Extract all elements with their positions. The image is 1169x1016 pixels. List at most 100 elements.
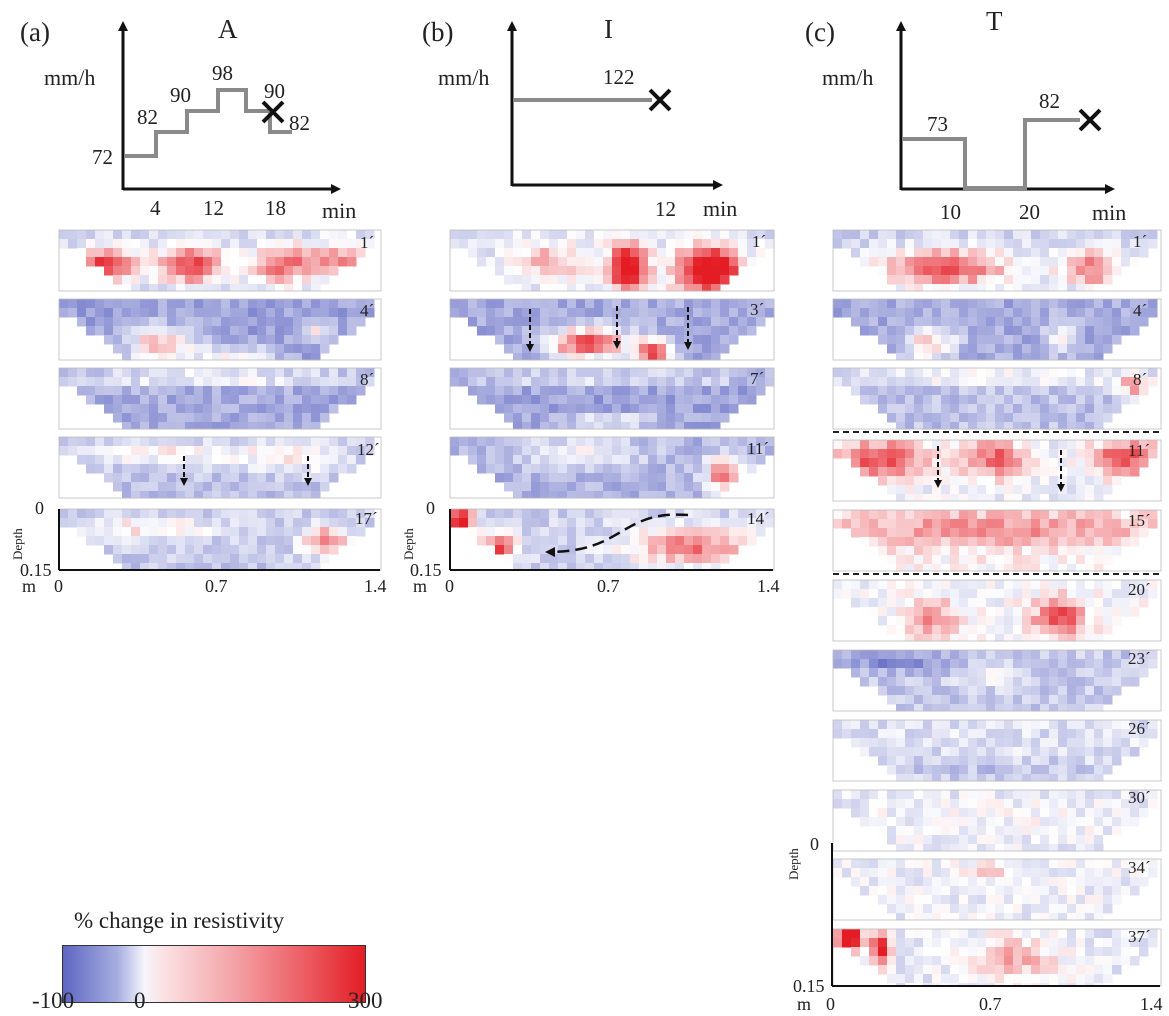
tomogram-cell: [941, 275, 951, 285]
tomogram-cell: [1121, 886, 1131, 896]
tomogram-cell: [594, 446, 604, 456]
tomogram-cell: [630, 230, 640, 240]
tomogram-cell: [1049, 467, 1059, 477]
tomogram-cell: [1049, 756, 1059, 766]
tomogram-cell: [878, 799, 888, 809]
tomogram-cell: [513, 266, 523, 276]
tomogram-cell: [932, 974, 942, 984]
tomogram-cell: [986, 299, 996, 309]
tomogram-cell: [1130, 859, 1140, 869]
tomogram-cell: [693, 422, 703, 430]
tomogram-cell: [914, 413, 924, 423]
tomogram-cell: [194, 344, 204, 354]
tomogram-cell: [1040, 422, 1050, 430]
tomogram-cell: [950, 589, 960, 599]
tomogram-cell: [1004, 835, 1014, 845]
tomogram-cell: [1040, 386, 1050, 396]
tomogram-cell: [495, 473, 505, 483]
tomogram-cell: [513, 563, 523, 571]
tomogram-cell: [995, 580, 1005, 590]
tomogram-cell: [1094, 440, 1104, 450]
tomogram-cell: [603, 284, 613, 292]
tomogram-cell: [923, 449, 933, 459]
tomogram-cell: [158, 563, 168, 571]
depth-axis-label: Depth: [401, 528, 416, 560]
tomogram-cell: [495, 377, 505, 387]
tomogram-cell: [486, 317, 496, 327]
tomogram-cell: [522, 395, 532, 405]
tomogram-cell: [275, 395, 285, 405]
panel-c-intensity-1: 73: [927, 112, 948, 136]
tomogram-cell: [1085, 774, 1095, 782]
tomogram-cell: [1139, 519, 1149, 529]
tomogram-cell: [1085, 844, 1095, 852]
tomogram-cell: [878, 886, 888, 896]
tomogram-cell: [266, 554, 276, 564]
tomogram-cell: [932, 377, 942, 387]
tomogram-cell: [959, 368, 969, 378]
tomogram-cell: [1076, 965, 1086, 975]
tomogram-cell: [950, 904, 960, 914]
tomogram-cell: [540, 554, 550, 564]
tomogram-cell: [1130, 598, 1140, 608]
tomogram-cell: [950, 895, 960, 905]
panel-b-unit-x: min: [703, 196, 737, 221]
tomogram-cell: [860, 747, 870, 757]
tomogram-cell: [1076, 974, 1086, 984]
tomogram-cell: [941, 476, 951, 486]
tomogram-cell: [657, 509, 667, 519]
tomogram-cell: [248, 344, 258, 354]
tomogram-cell: [594, 413, 604, 423]
tomogram-cell: [657, 473, 667, 483]
tomogram-cell: [977, 335, 987, 345]
tomogram-cell: [1049, 395, 1059, 405]
tomogram-cell: [720, 464, 730, 474]
tomogram-cell: [194, 446, 204, 456]
tomogram-cell: [122, 395, 132, 405]
tomogram-cell: [1085, 519, 1095, 529]
tomogram-cell: [203, 368, 213, 378]
tomogram-cell: [711, 422, 721, 430]
tomogram-cell: [711, 239, 721, 249]
tomogram-cell: [1013, 555, 1023, 565]
tomogram-cell: [612, 473, 622, 483]
tomogram-cell: [477, 317, 487, 327]
tomogram-cell: [248, 422, 258, 430]
tomogram-cell: [648, 455, 658, 465]
tomogram-cell: [1004, 765, 1014, 775]
tomogram-cell: [1067, 485, 1077, 495]
tomogram-cell: [1121, 790, 1131, 800]
tomogram-cell: [540, 536, 550, 546]
tomogram-cell: [923, 230, 933, 240]
tomogram-cell: [311, 536, 321, 546]
tomogram-cell: [959, 404, 969, 414]
tomogram-cell: [878, 395, 888, 405]
tomogram-cell: [950, 634, 960, 642]
tomogram-cell: [968, 765, 978, 775]
tomogram-cell: [932, 440, 942, 450]
tomogram-cell: [1148, 650, 1158, 660]
tomogram-cell: [1076, 868, 1086, 878]
tomogram-cell: [122, 368, 132, 378]
tomogram-cell: [968, 929, 978, 939]
tomogram-cell: [914, 765, 924, 775]
tomogram-cell: [932, 938, 942, 948]
tomogram-cell: [329, 266, 339, 276]
tomogram-cell: [1022, 395, 1032, 405]
tomogram-cell: [477, 248, 487, 258]
tomogram-cell: [122, 509, 132, 519]
tomogram-cell: [621, 326, 631, 336]
tomogram-cell: [914, 284, 924, 292]
tomogram-cell: [977, 284, 987, 292]
tomogram-cell: [1067, 395, 1077, 405]
tomogram-cell: [896, 616, 906, 626]
tomogram-cell: [977, 895, 987, 905]
tomogram-cell: [959, 756, 969, 766]
tomogram-cell: [995, 668, 1005, 678]
tomogram-cell: [1103, 458, 1113, 468]
tomogram-cell: [923, 413, 933, 423]
tomogram-cell: [684, 395, 694, 405]
tomogram-cell: [968, 965, 978, 975]
tomogram-cell: [230, 344, 240, 354]
tomogram-cell: [1040, 616, 1050, 626]
